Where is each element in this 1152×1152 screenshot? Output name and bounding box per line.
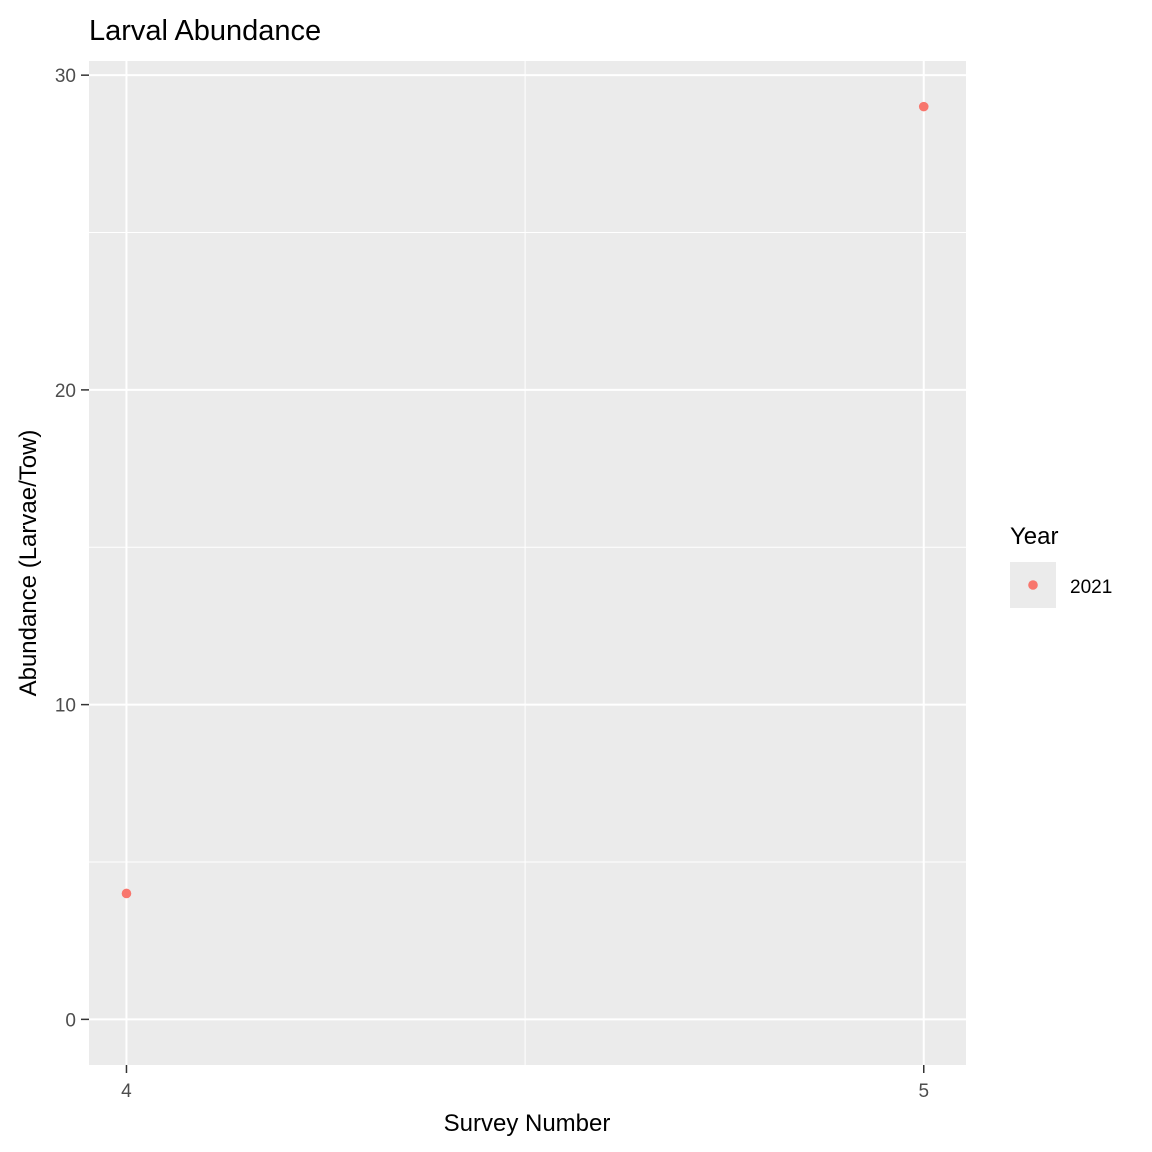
legend-entries: 2021 <box>1010 562 1112 608</box>
minor-grid <box>89 61 966 1065</box>
data-point <box>918 101 929 112</box>
plot-panel <box>89 61 966 1065</box>
legend-title: Year <box>1010 523 1059 550</box>
x-tick-label: 4 <box>121 1081 132 1102</box>
y-tick-label: 20 <box>55 381 76 402</box>
y-tick-label: 10 <box>55 696 76 717</box>
data-points <box>121 101 929 899</box>
y-tick-label: 30 <box>55 66 76 87</box>
legend-label: 2021 <box>1070 577 1112 598</box>
y-axis-title: Abundance (Larvae/Tow) <box>15 430 42 697</box>
data-point <box>121 888 132 899</box>
panel-background <box>89 61 966 1065</box>
x-axis-title: Survey Number <box>444 1110 611 1137</box>
legend-point <box>1028 580 1038 590</box>
x-tick-label: 5 <box>918 1081 929 1102</box>
y-tick-label: 0 <box>65 1010 76 1031</box>
chart-title: Larval Abundance <box>89 15 321 47</box>
y-axis: 0 10 20 30 <box>55 66 89 1031</box>
legend: Year 2021 <box>1010 523 1112 608</box>
